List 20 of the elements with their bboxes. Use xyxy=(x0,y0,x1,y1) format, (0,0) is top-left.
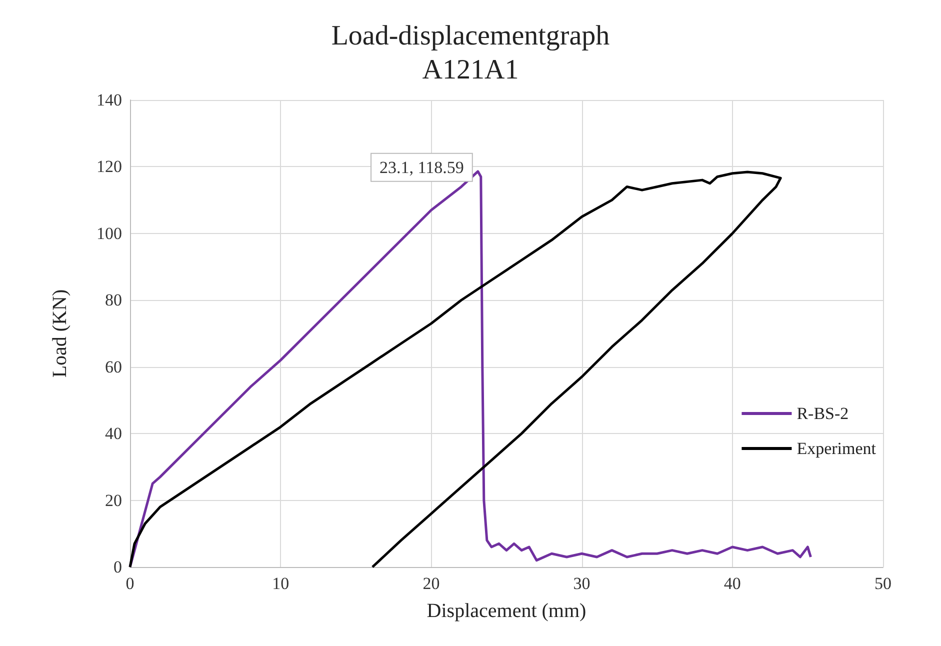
x-tick-label: 50 xyxy=(874,574,892,593)
y-axis-title: Load (KN) xyxy=(49,289,71,378)
legend-label: R-BS-2 xyxy=(796,404,849,423)
y-tick-label: 120 xyxy=(96,157,122,176)
y-tick-label: 80 xyxy=(105,290,122,310)
x-tick-label: 10 xyxy=(272,574,290,593)
x-tick-label: 30 xyxy=(573,574,590,593)
x-tick-label: 0 xyxy=(126,574,134,593)
y-tick-label: 140 xyxy=(96,90,122,110)
legend-label: Experiment xyxy=(796,439,876,458)
x-tick-label: 40 xyxy=(724,574,741,593)
chart-title: Load-displacementgraph A121A1 xyxy=(331,20,610,86)
y-tick-label: 40 xyxy=(105,424,122,444)
x-tick-label: 20 xyxy=(422,574,440,593)
y-tick-label: 20 xyxy=(105,490,122,510)
x-axis-title: Displacement (mm) xyxy=(426,600,586,622)
y-tick-label: 0 xyxy=(114,558,122,576)
y-tick-label: 100 xyxy=(96,224,122,243)
y-tick-label: 60 xyxy=(105,357,122,376)
annotation: 23.1, 118.59 xyxy=(380,158,464,177)
